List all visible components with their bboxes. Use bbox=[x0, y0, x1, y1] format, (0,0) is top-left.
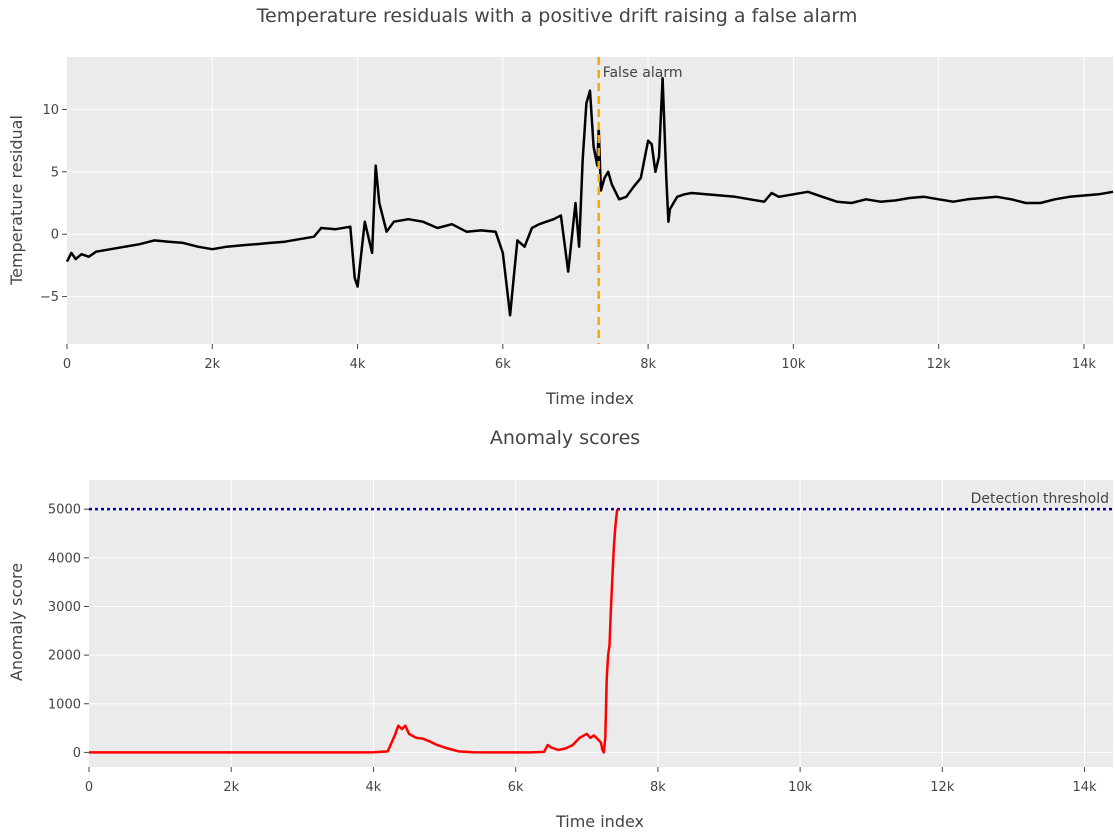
scores-line bbox=[89, 508, 619, 754]
scores-x-tick-label: 14k bbox=[1073, 780, 1098, 795]
residuals-y-tick-label: 5 bbox=[51, 165, 59, 180]
residuals-y-tick-label: 0 bbox=[51, 228, 59, 243]
scores-y-tick-label: 0 bbox=[73, 746, 81, 761]
scores-y-axis-title: Anomaly score bbox=[7, 563, 26, 681]
scores-x-axis-title: Time index bbox=[555, 812, 644, 831]
scores-x-tick-label: 8k bbox=[650, 780, 666, 795]
residuals-x-tick-label: 2k bbox=[204, 357, 220, 372]
scores-y-ticks: 0 1000 2000 3000 4000 5000 bbox=[48, 503, 89, 761]
threshold-annotation: Detection threshold bbox=[89, 491, 1113, 511]
scores-x-tick-label: 6k bbox=[508, 780, 524, 795]
residuals-series bbox=[65, 76, 1114, 317]
scores-y-tick-label: 5000 bbox=[48, 503, 81, 518]
residuals-x-tick-label: 14k bbox=[1072, 357, 1097, 372]
residuals-x-ticks: 0 2k 4k 6k 8k 10k 12k 14k bbox=[63, 344, 1097, 372]
false-alarm-label: False alarm bbox=[603, 65, 683, 81]
residuals-y-tick-label: 10 bbox=[42, 103, 59, 118]
residuals-x-tick-label: 6k bbox=[495, 357, 511, 372]
scores-x-ticks: 0 2k 4k 6k 8k 10k 12k 14k bbox=[85, 767, 1097, 795]
residuals-x-tick-label: 12k bbox=[927, 357, 952, 372]
scores-chart: Anomaly scores Detection threshold 0 2k 4k… bbox=[7, 427, 1113, 831]
scores-y-tick-label: 4000 bbox=[48, 551, 81, 566]
residuals-x-tick-label: 10k bbox=[781, 357, 806, 372]
residuals-y-axis-title: Temperature residual bbox=[7, 115, 26, 286]
false-alarm-annotation: False alarm bbox=[597, 57, 683, 344]
scores-plot-area bbox=[89, 480, 1113, 767]
residuals-y-tick-label: −5 bbox=[40, 290, 59, 305]
scores-y-tick-label: 3000 bbox=[48, 600, 81, 615]
residuals-chart-title: Temperature residuals with a positive dr… bbox=[256, 5, 858, 27]
residuals-x-tick-label: 0 bbox=[63, 357, 71, 372]
scores-x-tick-label: 0 bbox=[85, 780, 93, 795]
residuals-x-tick-label: 4k bbox=[350, 357, 366, 372]
scores-y-tick-label: 1000 bbox=[48, 697, 81, 712]
scores-x-tick-label: 10k bbox=[788, 780, 813, 795]
residuals-chart: Temperature residuals with a positive dr… bbox=[7, 5, 1114, 408]
scores-x-tick-label: 4k bbox=[366, 780, 382, 795]
scores-y-tick-label: 2000 bbox=[48, 649, 81, 664]
residuals-y-ticks: −5 0 5 10 bbox=[40, 103, 67, 305]
threshold-label: Detection threshold bbox=[971, 491, 1109, 507]
scores-x-tick-label: 12k bbox=[930, 780, 955, 795]
scores-chart-title: Anomaly scores bbox=[490, 427, 640, 449]
residuals-line bbox=[65, 76, 1114, 317]
residuals-x-tick-label: 8k bbox=[640, 357, 656, 372]
scores-series bbox=[89, 508, 619, 754]
scores-x-tick-label: 2k bbox=[223, 780, 239, 795]
residuals-x-axis-title: Time index bbox=[545, 389, 634, 408]
